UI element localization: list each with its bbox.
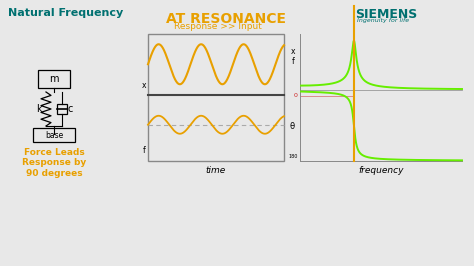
Text: SIEMENS: SIEMENS — [355, 8, 417, 21]
Text: AT RESONANCE: AT RESONANCE — [166, 12, 286, 26]
Text: 180: 180 — [289, 154, 298, 159]
Text: x
f: x f — [291, 47, 295, 66]
Bar — [57, 104, 67, 114]
Text: f: f — [143, 146, 146, 155]
Text: base: base — [45, 131, 63, 139]
Text: Natural Frequency: Natural Frequency — [8, 8, 123, 18]
Text: c: c — [67, 104, 73, 114]
Bar — [148, 34, 284, 161]
Text: k: k — [36, 104, 42, 114]
Text: frequency: frequency — [358, 166, 404, 175]
Text: 0: 0 — [294, 93, 298, 98]
Bar — [38, 70, 70, 88]
Text: x: x — [142, 81, 146, 90]
Text: time: time — [206, 166, 226, 175]
Text: m: m — [49, 74, 59, 84]
Text: θ: θ — [290, 122, 295, 131]
Bar — [33, 128, 75, 142]
Text: Ingenuity for life: Ingenuity for life — [357, 18, 409, 23]
Text: Force Leads
Response by
90 degrees: Force Leads Response by 90 degrees — [22, 148, 86, 178]
Text: Response >> Input: Response >> Input — [174, 22, 262, 31]
